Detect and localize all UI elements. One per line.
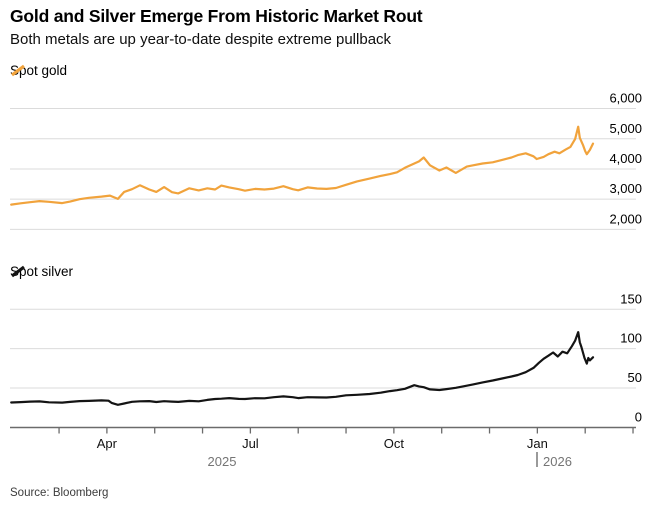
x-tick-label-oct: Oct (383, 436, 404, 451)
y-tick-label: 2,000 (609, 211, 642, 226)
y-tick-label: 5,000 (609, 121, 642, 136)
year-divider (536, 452, 538, 467)
y-tick-label: 150 (620, 291, 642, 306)
silver-chart: 0 50 100 150 (10, 291, 642, 424)
y-tick-label: 6,000 (609, 91, 642, 106)
silver-legend-mark-icon (11, 265, 25, 277)
chart-title: Gold and Silver Emerge From Historic Mar… (10, 6, 423, 26)
y-tick-label: 3,000 (609, 181, 642, 196)
x-tick-label-jan: Jan (526, 436, 548, 451)
source-line: Source: Bloomberg (10, 487, 109, 499)
gold-chart: 2,000 3,000 4,000 5,000 6,000 (10, 91, 642, 230)
y-tick-label: 100 (620, 331, 642, 346)
gold-line (10, 125, 595, 206)
x-tick-label-apr: Apr (96, 436, 117, 451)
y-tick-label: 50 (628, 370, 642, 385)
x-axis (10, 426, 636, 434)
x-tick-label-jul: Jul (242, 436, 259, 451)
year-label-2026: 2026 (543, 454, 572, 469)
legend-spot-silver: Spot silver (10, 263, 73, 279)
legend-label-spot-silver: Spot silver (10, 263, 74, 279)
year-label-2025: 2025 (207, 454, 237, 469)
gold-legend-mark-icon (11, 64, 25, 76)
y-tick-label: 4,000 (609, 151, 642, 166)
y-tick-label: 0 (635, 409, 642, 424)
x-axis-labels: Apr Jul Oct Jan (0, 436, 651, 452)
chart-subtitle: Both metals are up year-to-date despite … (10, 31, 392, 48)
silver-line (10, 330, 595, 406)
legend-spot-gold: Spot gold (10, 62, 67, 78)
